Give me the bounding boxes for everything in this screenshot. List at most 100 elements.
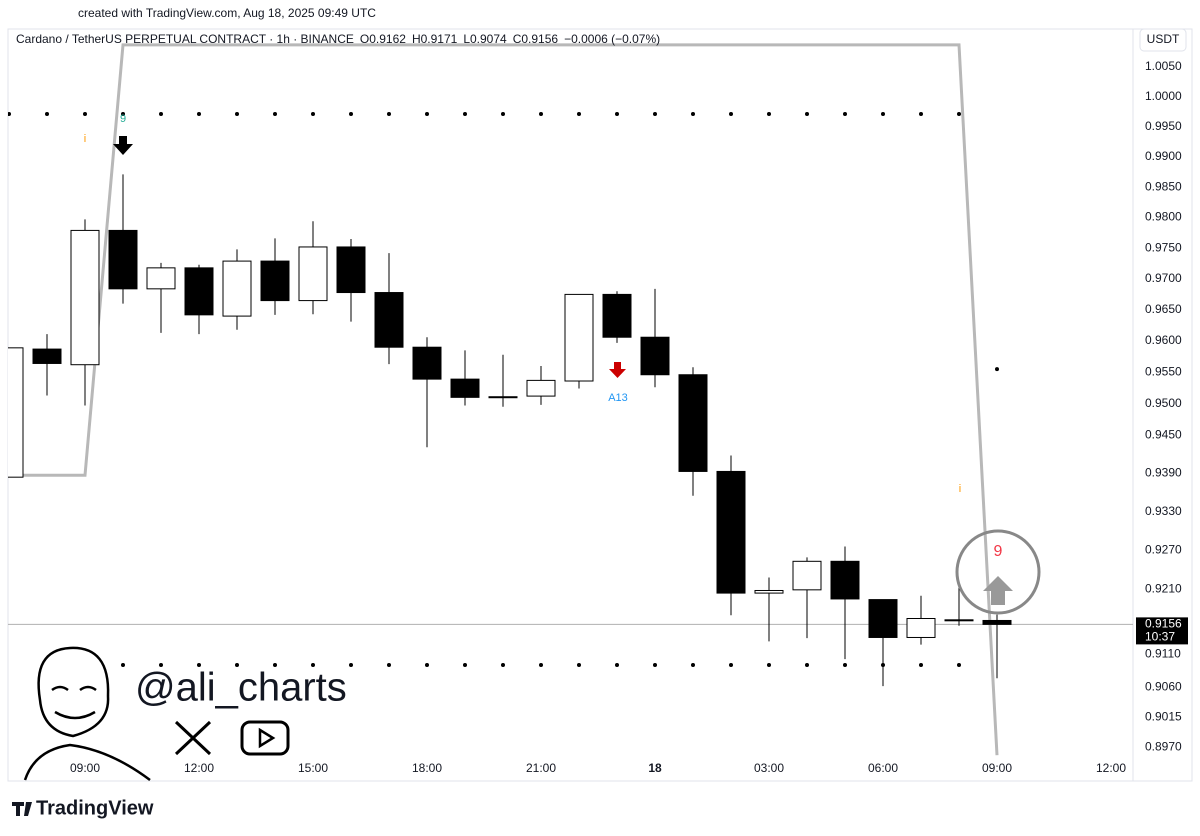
level-dot bbox=[197, 112, 201, 117]
x-tick-label: 18:00 bbox=[412, 761, 442, 775]
level-dot bbox=[995, 367, 999, 372]
level-dot bbox=[539, 112, 543, 117]
legend-value: O0.9162 bbox=[359, 32, 406, 46]
level-dot bbox=[919, 663, 923, 668]
annotation: A13 bbox=[608, 392, 628, 404]
y-tick-label: 0.9550 bbox=[1145, 364, 1182, 378]
candle-body bbox=[412, 346, 442, 380]
candle-body bbox=[602, 293, 632, 338]
annotation: 9 bbox=[994, 543, 1003, 560]
level-dot bbox=[235, 112, 239, 117]
level-dot bbox=[615, 112, 619, 117]
level-dot bbox=[425, 112, 429, 117]
candle-body bbox=[716, 470, 746, 594]
y-tick-label: 0.9900 bbox=[1145, 149, 1182, 163]
y-tick-label: 0.9210 bbox=[1145, 581, 1182, 595]
x-tick-label: 12:00 bbox=[184, 761, 214, 775]
level-dot bbox=[235, 663, 239, 668]
candle-body bbox=[70, 229, 100, 366]
x-tick-label: 06:00 bbox=[868, 761, 898, 775]
candle-body bbox=[640, 336, 670, 376]
candle-body bbox=[678, 374, 708, 472]
candle-body bbox=[868, 599, 898, 638]
y-tick-label: 0.9330 bbox=[1145, 504, 1182, 518]
candle-body bbox=[754, 589, 784, 594]
level-dot bbox=[387, 112, 391, 117]
level-dot bbox=[197, 663, 201, 668]
candle-body bbox=[184, 267, 214, 316]
level-dot bbox=[539, 663, 543, 668]
level-dot bbox=[501, 663, 505, 668]
level-dot bbox=[311, 663, 315, 668]
symbol-title: Cardano / TetherUS PERPETUAL CONTRACT · … bbox=[16, 32, 354, 46]
level-dot bbox=[729, 112, 733, 117]
level-dot bbox=[8, 112, 11, 117]
level-dot bbox=[767, 112, 771, 117]
last-price-box bbox=[1136, 617, 1188, 645]
candle-body bbox=[906, 618, 936, 638]
candle-body bbox=[374, 292, 404, 348]
y-tick-label: 0.9750 bbox=[1145, 240, 1182, 254]
level-dot bbox=[615, 663, 619, 668]
y-tick-label: 0.9950 bbox=[1145, 119, 1182, 133]
x-tick-label: 09:00 bbox=[70, 761, 100, 775]
legend-value: −0.0006 (−0.07%) bbox=[564, 32, 661, 46]
level-dot bbox=[691, 663, 695, 668]
currency-box bbox=[1139, 28, 1187, 52]
legend-values: O0.9162 H0.9171 L0.9074 C0.9156 −0.0006 (−0.… bbox=[354, 32, 660, 46]
level-dot bbox=[881, 112, 885, 117]
level-dot bbox=[843, 663, 847, 668]
level-dot bbox=[957, 112, 961, 117]
y-tick-label: 0.9015 bbox=[1145, 709, 1182, 723]
y-tick-label: 0.9450 bbox=[1145, 427, 1182, 441]
sell-arrow bbox=[113, 136, 133, 155]
legend-value: C0.9156 bbox=[512, 32, 559, 46]
x-tick-label: 03:00 bbox=[754, 761, 784, 775]
level-dot bbox=[653, 112, 657, 117]
last-price-label: 0.9156 bbox=[1145, 617, 1182, 631]
level-dot bbox=[463, 663, 467, 668]
level-dot bbox=[121, 663, 125, 668]
youtube-icon bbox=[240, 720, 290, 756]
y-tick-label: 0.9600 bbox=[1145, 333, 1182, 347]
level-dot bbox=[653, 663, 657, 668]
level-dot bbox=[159, 112, 163, 117]
created-note: created with TradingView.com, Aug 18, 20… bbox=[78, 6, 376, 20]
y-tick-label: 0.9110 bbox=[1145, 647, 1181, 661]
level-dot bbox=[843, 112, 847, 117]
x-tick-label: 18 bbox=[648, 761, 662, 775]
level-dot bbox=[577, 663, 581, 668]
countdown: 10:37 bbox=[1145, 630, 1175, 644]
currency: USDT bbox=[1147, 32, 1180, 46]
y-tick-label: 1.0050 bbox=[1145, 59, 1182, 73]
y-tick-label: 0.9390 bbox=[1145, 466, 1182, 480]
candle-body bbox=[450, 378, 480, 398]
y-tick-label: 0.9850 bbox=[1145, 179, 1182, 193]
candle-body bbox=[982, 619, 1012, 625]
annotation: i bbox=[84, 133, 86, 145]
level-dot bbox=[767, 663, 771, 668]
x-tick-label: 15:00 bbox=[298, 761, 328, 775]
y-tick-label: 0.9700 bbox=[1145, 271, 1182, 285]
candle-body bbox=[260, 260, 290, 302]
level-dot bbox=[805, 663, 809, 668]
level-dot bbox=[463, 112, 467, 117]
level-dot bbox=[729, 663, 733, 668]
candle-body bbox=[298, 246, 328, 302]
level-dot bbox=[159, 663, 163, 668]
brand: TradingView bbox=[36, 797, 154, 819]
level-dot bbox=[919, 112, 923, 117]
candle-body bbox=[8, 347, 24, 478]
level-dot bbox=[805, 112, 809, 117]
y-tick-label: 0.9270 bbox=[1145, 542, 1182, 556]
tv-logo bbox=[12, 802, 32, 816]
candle-body bbox=[146, 267, 176, 290]
avatar bbox=[23, 646, 151, 782]
watermark: @ali_charts bbox=[135, 666, 347, 710]
level-dot bbox=[387, 663, 391, 668]
level-dot bbox=[425, 663, 429, 668]
y-tick-label: 1.0000 bbox=[1145, 89, 1182, 103]
candle-body bbox=[564, 293, 594, 382]
level-dot bbox=[349, 663, 353, 668]
